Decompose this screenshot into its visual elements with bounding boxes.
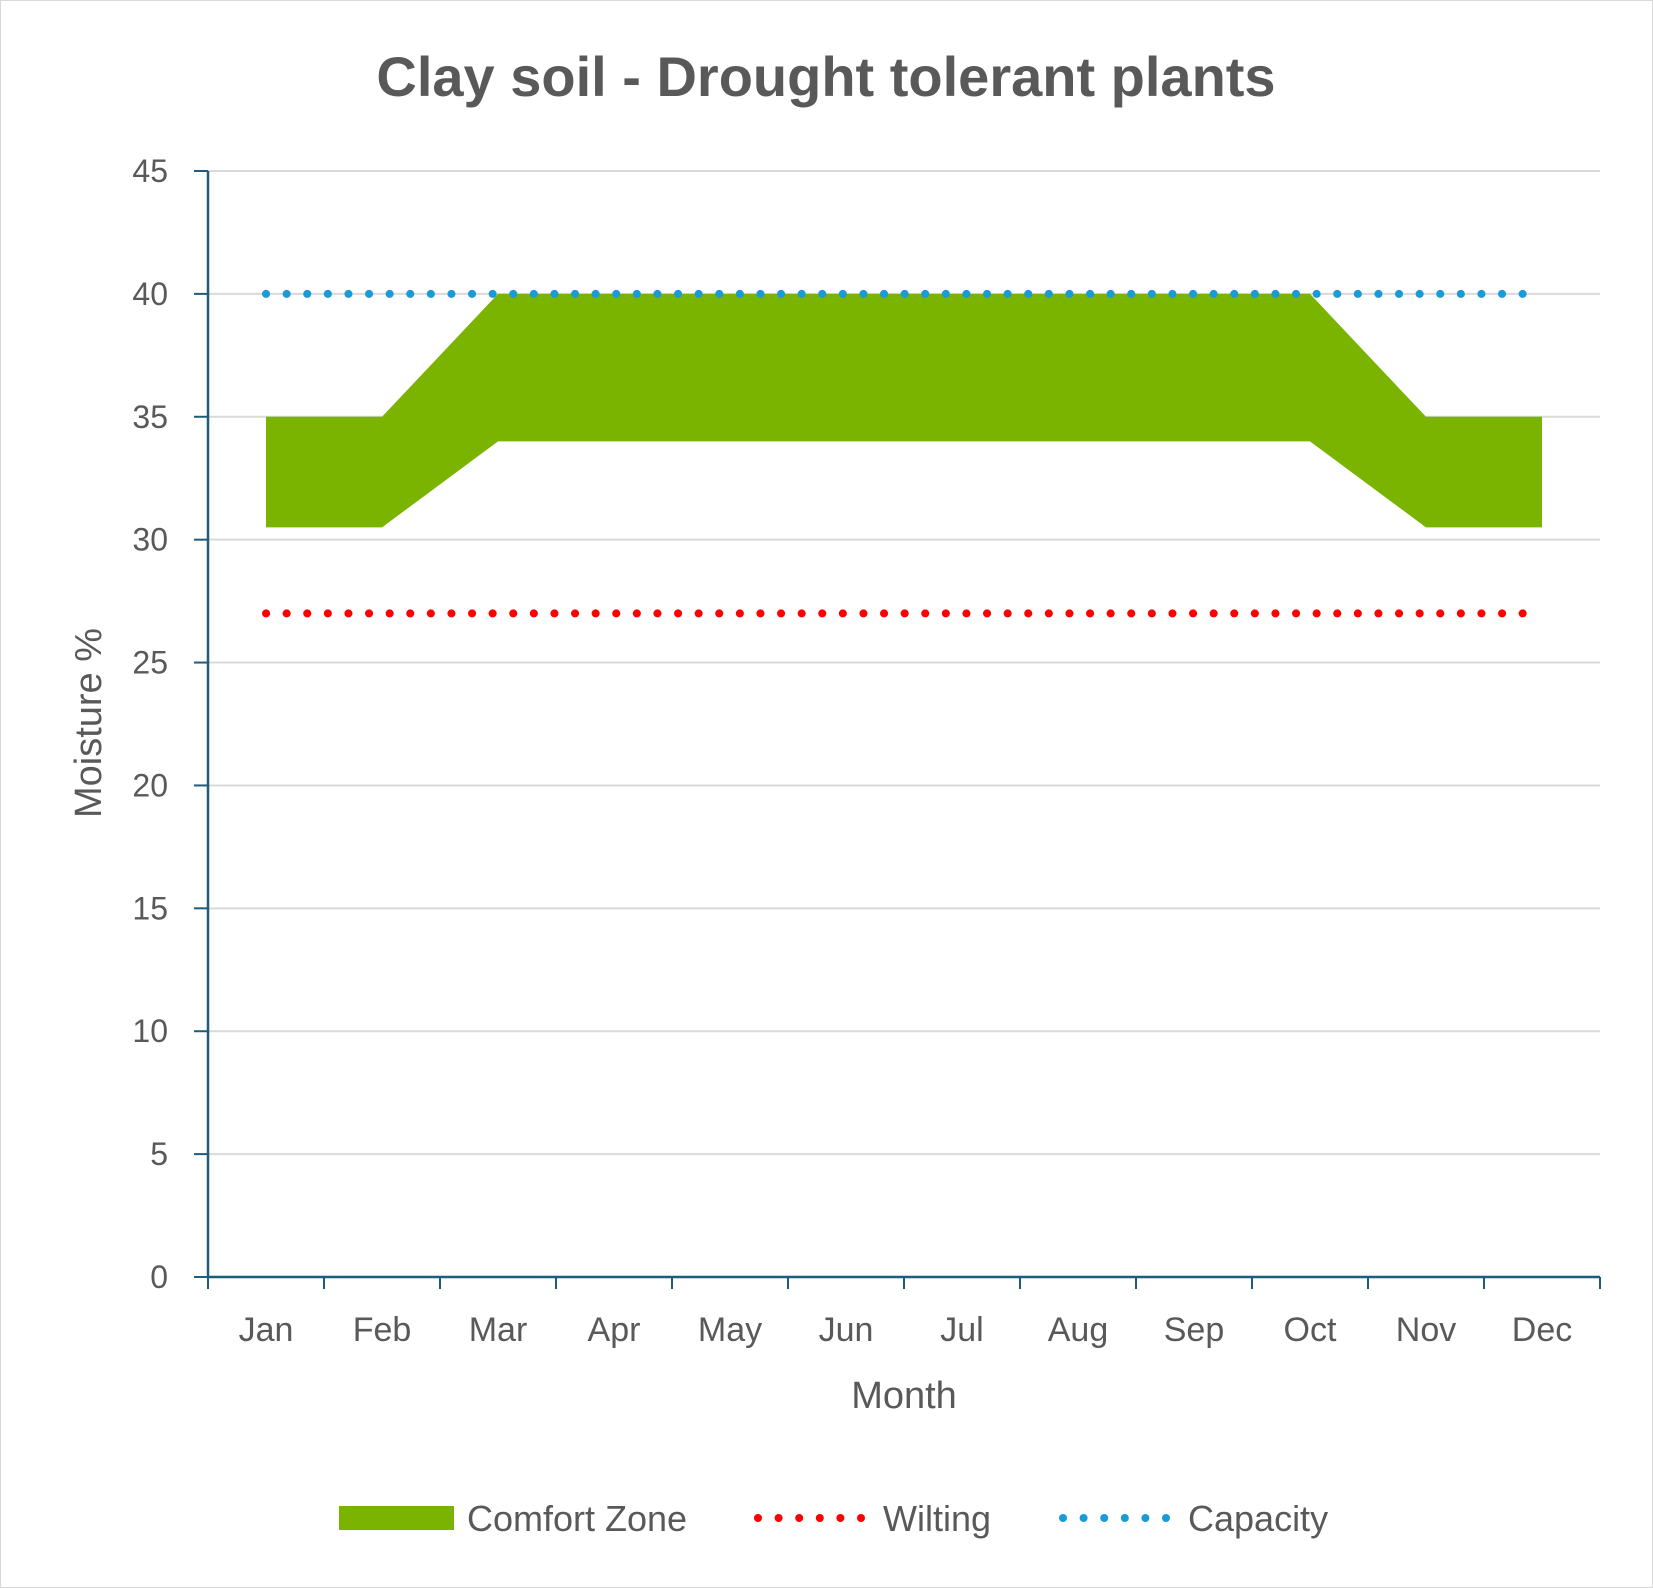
x-tick-label: Dec <box>1512 1311 1572 1349</box>
y-tick-label: 10 <box>132 1013 168 1049</box>
x-tick-label: May <box>698 1311 762 1349</box>
legend-label: Comfort Zone <box>467 1498 687 1539</box>
legend-label: Capacity <box>1188 1498 1328 1539</box>
legend-swatch-dot <box>754 1514 762 1522</box>
legend-swatch-dot <box>1162 1514 1170 1522</box>
legend-swatch-dot <box>774 1514 783 1522</box>
legend-swatch-dot <box>836 1514 845 1522</box>
legend-swatch-dot <box>795 1514 804 1522</box>
x-tick-label: Nov <box>1396 1311 1456 1349</box>
x-tick-label: Oct <box>1284 1311 1337 1349</box>
y-tick-label: 35 <box>132 399 168 435</box>
y-tick-label: 0 <box>150 1259 168 1295</box>
x-tick-labels: Jan Feb Mar Apr May Jun Jul Aug Sep Oct Nov Dec <box>239 1311 1573 1349</box>
y-tick-label: 45 <box>132 153 168 189</box>
comfort-zone-band <box>266 293 1542 528</box>
x-tick-label: Jan <box>239 1311 294 1349</box>
legend-item-comfort-zone: Comfort Zone <box>339 1498 687 1539</box>
legend-swatch-dot <box>857 1514 865 1522</box>
legend-swatch-dot <box>1059 1514 1067 1522</box>
y-axis-title: Moisture % <box>68 628 110 818</box>
x-tick-label: Feb <box>353 1311 412 1349</box>
legend-swatch-dot <box>1120 1514 1129 1522</box>
axes <box>194 170 1601 1289</box>
y-tick-label: 40 <box>132 276 168 312</box>
y-tick-label: 25 <box>132 645 168 681</box>
x-tick-label: Aug <box>1048 1311 1109 1349</box>
comfort-zone-area <box>266 293 1542 528</box>
y-tick-labels: 0 5 10 15 20 25 30 35 40 45 <box>132 153 168 1295</box>
x-axis-title: Month <box>851 1375 957 1417</box>
legend-item-capacity: Capacity <box>1059 1498 1328 1539</box>
legend-swatch-dot <box>1100 1514 1109 1522</box>
legend-swatch-dot <box>1079 1514 1088 1522</box>
y-tick-label: 5 <box>150 1136 168 1172</box>
x-tick-label: Jun <box>819 1311 874 1349</box>
y-tick-label: 15 <box>132 890 168 926</box>
x-tick-label: Apr <box>588 1311 641 1349</box>
legend-swatch-dot <box>1141 1514 1150 1522</box>
legend-swatch <box>339 1506 454 1530</box>
legend: Comfort Zone Wilting Capacity <box>339 1498 1328 1539</box>
legend-label: Wilting <box>883 1498 991 1539</box>
chart-title: Clay soil - Drought tolerant plants <box>376 45 1275 108</box>
y-tick-label: 20 <box>132 767 168 803</box>
legend-swatch-dot <box>815 1514 824 1522</box>
x-tick-label: Sep <box>1164 1311 1225 1349</box>
threshold-lines <box>262 289 1546 618</box>
y-tick-label: 30 <box>132 522 168 558</box>
legend-item-wilting: Wilting <box>754 1498 991 1539</box>
x-tick-label: Jul <box>940 1311 983 1349</box>
x-tick-label: Mar <box>469 1311 528 1349</box>
